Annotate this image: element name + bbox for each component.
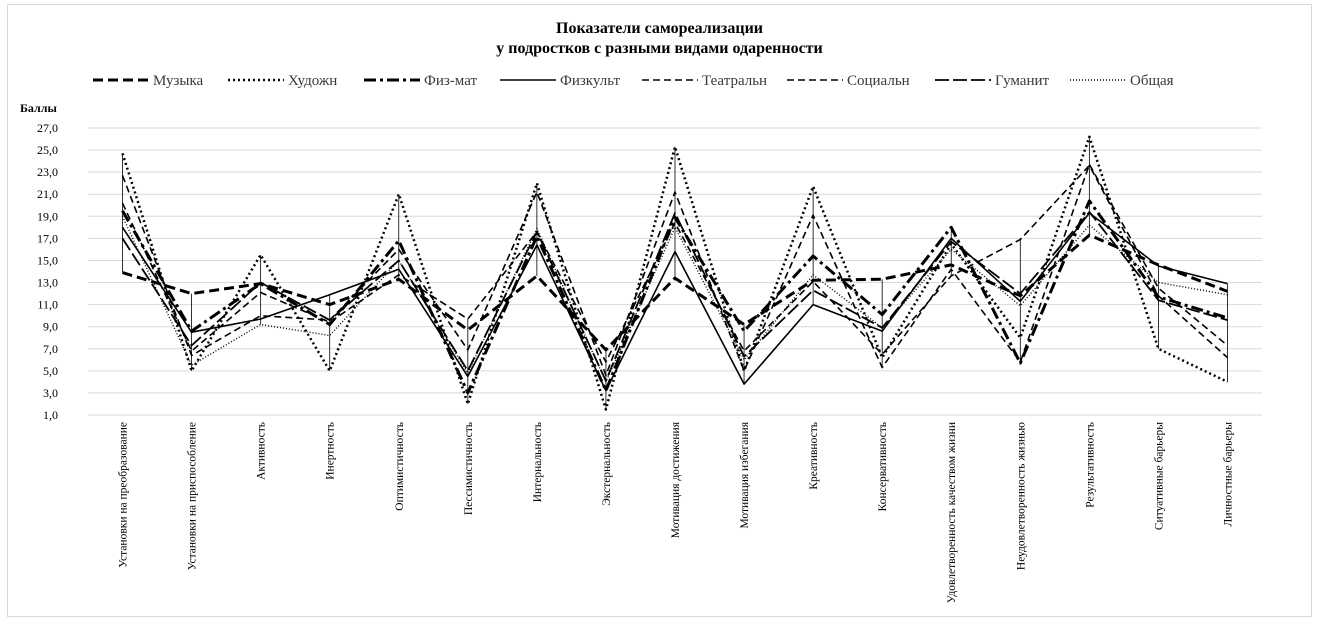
x-tick-label: Интернальность bbox=[532, 422, 544, 502]
y-tick-label: 3,0 bbox=[43, 386, 58, 400]
x-tick-label: Креативность bbox=[808, 422, 820, 490]
y-tick-label: 11,0 bbox=[37, 298, 58, 312]
x-tick-label: Консервативность bbox=[877, 422, 889, 511]
legend-label: Физ-мат bbox=[424, 73, 477, 89]
legend-label: Художн bbox=[288, 73, 337, 89]
series-line-Музыка bbox=[122, 233, 1229, 352]
series-line-Гуманит bbox=[121, 210, 1228, 382]
chart-frame bbox=[7, 4, 1312, 617]
x-tick-label: Оптимистичность bbox=[394, 422, 406, 511]
y-tick-label: 23,0 bbox=[37, 165, 58, 179]
y-tick-label: 9,0 bbox=[43, 320, 58, 334]
y-tick-label: 21,0 bbox=[37, 187, 58, 201]
chart-title-line1: Показатели самореализации bbox=[556, 20, 763, 37]
legend-label: Театральн bbox=[702, 73, 767, 89]
chart-title-line2: у подростков с разными видами одаренност… bbox=[496, 40, 823, 57]
x-tick-label: Экстернальность bbox=[601, 422, 613, 506]
x-tick-label: Результативность bbox=[1084, 422, 1096, 508]
y-tick-label: 5,0 bbox=[43, 364, 58, 378]
legend-label: Физкульт bbox=[560, 73, 620, 89]
x-tick-label: Пессимистичность bbox=[463, 422, 475, 515]
x-tick-label: Личностные барьеры bbox=[1222, 422, 1234, 527]
x-tick-label: Мотивация достижения bbox=[670, 421, 682, 538]
series-line-Социальн bbox=[121, 164, 1229, 363]
x-tick-label: Инертность bbox=[325, 422, 337, 480]
x-tick-label: Ситуативные барьеры bbox=[1153, 422, 1165, 530]
legend-label: Гуманит bbox=[995, 73, 1050, 89]
y-tick-label: 27,0 bbox=[37, 121, 58, 135]
y-tick-label: 17,0 bbox=[37, 231, 58, 245]
x-tick-label: Активность bbox=[256, 422, 268, 480]
y-tick-label: 25,0 bbox=[37, 143, 58, 157]
x-tick-label: Установки на преобразование bbox=[118, 422, 130, 568]
y-tick-label: 7,0 bbox=[43, 342, 58, 356]
legend-label: Музыка bbox=[153, 73, 204, 89]
y-tick-label: 19,0 bbox=[37, 209, 58, 223]
x-tick-label: Неудовлетворенность жизнью bbox=[1015, 422, 1027, 570]
legend-label: Общая bbox=[1130, 73, 1174, 89]
y-tick-label: 1,0 bbox=[43, 408, 58, 422]
series-line-Общая bbox=[121, 216, 1228, 383]
x-tick-label: Удовлетворенность качеством жизни bbox=[946, 422, 958, 603]
series-line-Физ-мат bbox=[121, 199, 1228, 395]
x-tick-label: Мотивация избегания bbox=[739, 421, 751, 528]
y-tick-label: 13,0 bbox=[37, 276, 58, 290]
y-axis-label: Баллы bbox=[20, 101, 58, 115]
series-line-Физкульт bbox=[121, 212, 1228, 392]
x-tick-label: Установки на приспособление bbox=[187, 422, 199, 570]
y-tick-label: 15,0 bbox=[37, 253, 58, 267]
series-line-Театральн bbox=[121, 163, 1229, 377]
legend-label: Социальн bbox=[847, 73, 910, 89]
